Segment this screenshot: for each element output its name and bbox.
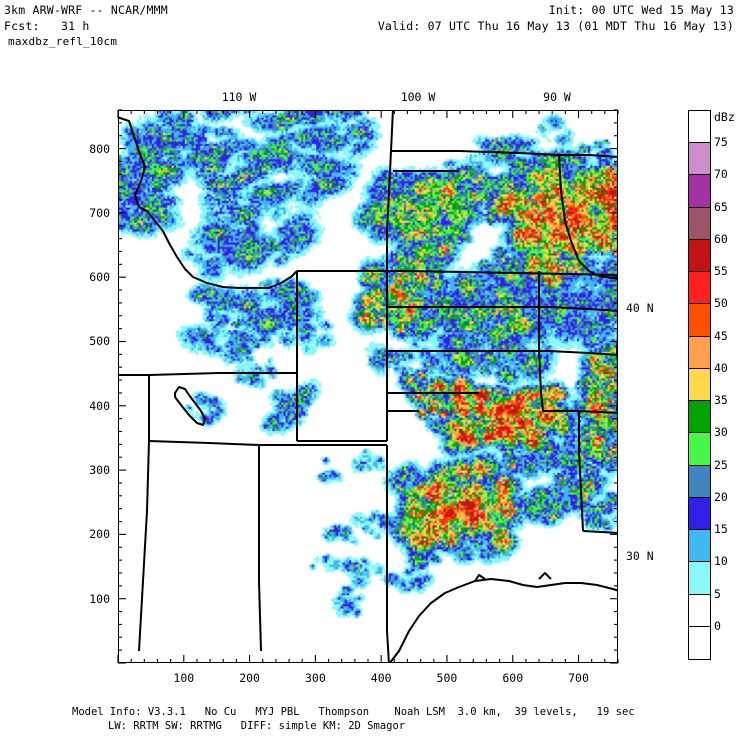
colorbar-tick-label: 20 [714, 489, 728, 504]
colorbar-segment [689, 562, 710, 595]
model-title: 3km ARW-WRF -- NCAR/MMM [4, 3, 168, 17]
forecast-hour: Fcst: 31 h [4, 19, 90, 33]
longitude-label: 100 W [400, 90, 436, 104]
colorbar-tick-label: 70 [714, 167, 728, 182]
state-boundary [148, 440, 260, 446]
state-boundary [386, 111, 394, 273]
colorbar-tick-label: 40 [714, 360, 728, 375]
colorbar-segment [689, 239, 710, 273]
state-boundary [391, 150, 560, 156]
y-axis-tick-label: 100 [89, 591, 110, 606]
colorbar-tick-label: 30 [714, 425, 728, 440]
state-boundary [582, 530, 617, 534]
latitude-label: 40 N [626, 301, 654, 315]
state-boundary [578, 411, 584, 532]
model-info-line1: Model Info: V3.3.1 No Cu MYJ PBL Thompso… [72, 706, 635, 718]
field-name: maxdbz_refl_10cm [8, 35, 118, 48]
colorbar-tick-label: 35 [714, 393, 728, 408]
state-boundary [558, 154, 617, 280]
state-boundary [119, 372, 297, 376]
header-bar: 3km ARW-WRF -- NCAR/MMM Fcst: 31 h maxdb… [0, 0, 740, 58]
valid-time: Valid: 07 UTC Thu 16 May 13 (01 MDT Thu … [377, 19, 734, 33]
colorbar-segment [689, 304, 710, 337]
colorbar-tick-label: 25 [714, 457, 728, 472]
y-axis-tick-label: 200 [89, 527, 110, 542]
colorbar-segment [689, 368, 710, 402]
x-axis-tick-label: 200 [239, 671, 260, 685]
x-axis-tick-label: 500 [436, 671, 458, 685]
longitude-label: 110 W [221, 90, 257, 104]
colorbar-segment [689, 497, 710, 531]
y-axis-tick-label: 400 [89, 398, 110, 413]
colorbar [688, 110, 711, 660]
colorbar-tick-label: 15 [714, 522, 728, 537]
radar-map-panel [118, 110, 618, 663]
y-axis-tick-label: 800 [89, 141, 110, 156]
colorbar-segment [689, 143, 710, 176]
colorbar-tick-label: 60 [714, 231, 728, 246]
state-boundary [538, 271, 544, 412]
colorbar-segment [689, 465, 710, 498]
colorbar-segment [689, 207, 710, 240]
state-boundary [138, 375, 150, 652]
state-boundary [258, 445, 262, 652]
colorbar-segment [689, 433, 710, 466]
colorbar-tick-label: 0 [714, 618, 721, 633]
state-boundary [297, 270, 617, 276]
colorbar-segment [689, 175, 710, 208]
colorbar-tick-label: 65 [714, 199, 728, 214]
colorbar-tick-label: 5 [714, 586, 721, 601]
state-boundary [543, 410, 617, 414]
colorbar-segment [689, 594, 710, 627]
state-boundary [539, 350, 617, 356]
colorbar-tick-label: 55 [714, 264, 728, 279]
x-axis-tick-label: 700 [568, 671, 589, 685]
longitude-label: 90 W [543, 90, 571, 104]
colorbar-segment [689, 336, 710, 369]
colorbar-tick-label: 50 [714, 296, 728, 311]
x-axis-tick-label: 400 [370, 671, 392, 685]
colorbar-segment [689, 111, 710, 144]
x-axis-tick-label: 300 [304, 671, 326, 685]
state-boundary [474, 574, 486, 582]
colorbar-segment [689, 530, 710, 563]
colorbar-tick-label: 10 [714, 554, 728, 569]
state-boundary [548, 306, 617, 312]
state-boundary [119, 116, 298, 289]
x-axis-tick-label: 600 [502, 671, 524, 685]
colorbar-segment [689, 272, 710, 305]
colorbar-segment [689, 401, 710, 434]
reflectivity-raster [119, 111, 617, 662]
y-axis-tick-label: 500 [89, 334, 110, 349]
latitude-label: 30 N [626, 549, 654, 563]
model-info-line2: LW: RRTM SW: RRTMG DIFF: simple KM: 2D S… [108, 720, 406, 732]
colorbar-tick-label: 45 [714, 328, 728, 343]
colorbar-tick-label: 75 [714, 135, 728, 150]
init-time: Init: 00 UTC Wed 15 May 13 [548, 3, 734, 17]
x-axis-tick-label: 100 [173, 671, 195, 685]
colorbar-segment [689, 626, 710, 659]
y-axis-tick-label: 700 [89, 205, 110, 220]
y-axis-tick-label: 600 [89, 270, 110, 285]
state-boundary [386, 571, 390, 662]
state-boundary [174, 386, 206, 426]
state-boundary [389, 578, 617, 662]
state-boundary [559, 154, 617, 158]
map-boundaries [119, 111, 617, 662]
y-axis-tick-label: 300 [89, 463, 110, 478]
state-boundary [616, 335, 617, 411]
state-boundary [538, 572, 552, 580]
colorbar-title: dBz [714, 110, 735, 124]
